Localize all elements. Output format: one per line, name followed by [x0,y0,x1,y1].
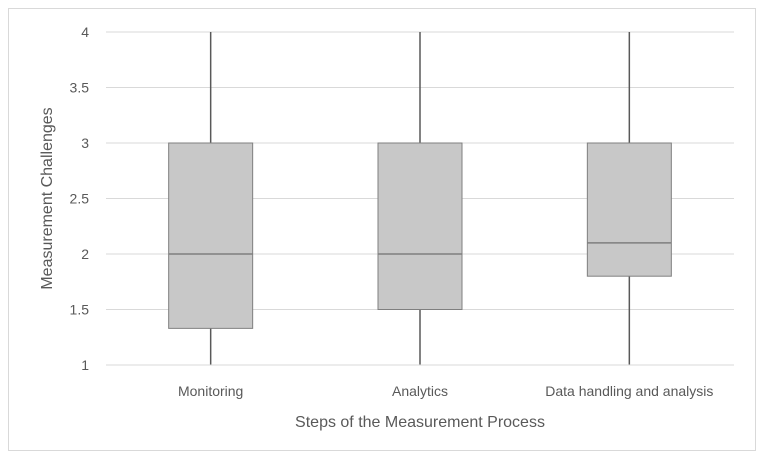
box-plot-1 [168,32,254,365]
x-tick-label: Monitoring [178,383,243,399]
interquartile-box [168,142,254,329]
x-tick-label: Data handling and analysis [545,383,713,399]
y-tick-label: 1 [81,357,89,373]
y-axis-tick-labels: 1 1.5 2 2.5 3 3.5 4 [70,24,90,373]
box-plot-3 [586,32,672,365]
y-tick-label: 1.5 [70,302,90,318]
y-tick-label: 2.5 [70,191,90,207]
box-plot-2 [377,32,463,365]
box-plots [168,32,672,365]
interquartile-box [586,142,672,277]
y-axis-title: Measurement Challenges [39,107,56,289]
y-tick-label: 2 [81,246,89,262]
x-axis-title: Steps of the Measurement Process [295,414,545,431]
y-tick-label: 4 [81,24,89,40]
x-tick-label: Analytics [392,383,448,399]
x-axis-tick-labels: Monitoring Analytics Data handling and ana… [178,383,713,399]
y-tick-label: 3 [81,135,89,151]
y-tick-label: 3.5 [70,80,90,96]
interquartile-box [377,142,463,310]
